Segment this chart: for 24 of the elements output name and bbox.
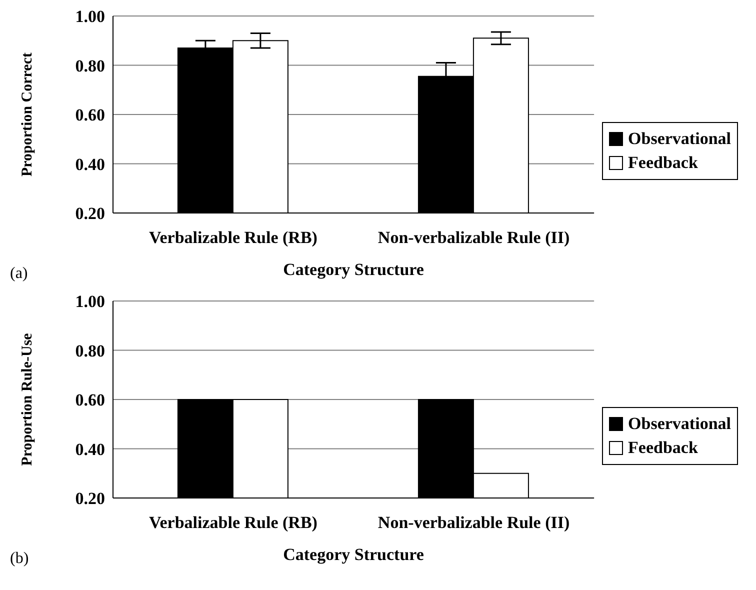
y-tick-label: 0.40 — [75, 440, 105, 459]
legend-label: Feedback — [628, 152, 698, 174]
y-tick-label: 0.40 — [75, 154, 105, 174]
legend-label: Observational — [628, 412, 731, 434]
y-tick-label: 1.00 — [75, 292, 105, 312]
y-tick-label: 0.20 — [75, 489, 105, 508]
legend-label: Feedback — [628, 436, 698, 458]
x-tick-label: Verbalizable Rule (RB) — [149, 228, 318, 248]
y-tick-label: 0.60 — [75, 106, 105, 125]
x-tick-label: Non-verbalizable Rule (II) — [378, 228, 570, 248]
y-tick-label: 0.20 — [75, 204, 105, 224]
y-tick-label: 0.80 — [75, 341, 105, 360]
x-tick-label: Verbalizable Rule (RB) — [149, 513, 318, 532]
x-axis-title: Category Structure — [283, 545, 424, 564]
y-axis-title: Proportion Correct — [19, 52, 36, 176]
legend-label: Observational — [628, 128, 731, 150]
text: (a) — [10, 265, 28, 283]
text: (b) — [10, 550, 29, 568]
y-tick-label: 0.80 — [75, 56, 105, 76]
y-tick-label: 0.60 — [75, 390, 105, 410]
x-tick-label: Non-verbalizable Rule (II) — [378, 513, 570, 532]
y-tick-label: 1.00 — [75, 7, 105, 26]
y-axis-title: Proportion Rule-Use — [19, 332, 36, 466]
x-axis-title: Category Structure — [283, 260, 424, 279]
